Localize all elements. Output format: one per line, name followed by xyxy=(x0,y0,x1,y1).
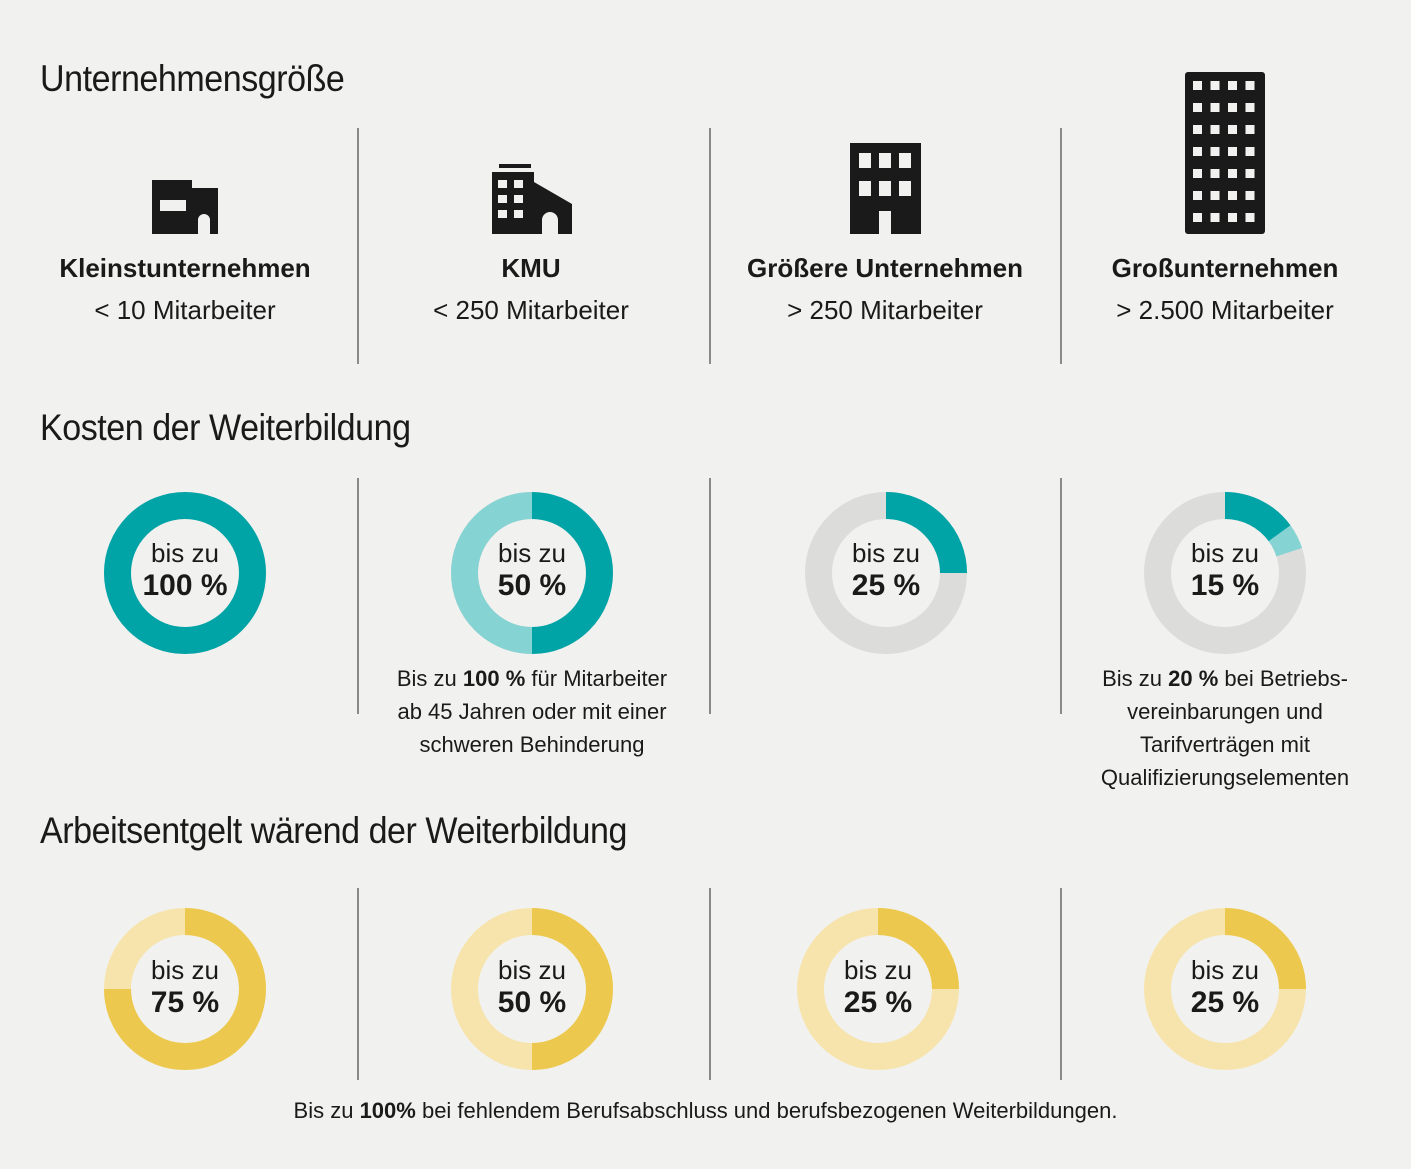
divider xyxy=(709,128,711,364)
wage-donut-chart xyxy=(797,908,959,1070)
donut-value: 25 % xyxy=(843,986,913,1019)
donut-prefix: bis zu xyxy=(1191,538,1259,568)
wage-donut-chart xyxy=(1144,908,1306,1070)
divider xyxy=(709,888,711,1080)
footer-note: Bis zu 100% bei fehlendem Berufsabschlus… xyxy=(0,1098,1411,1124)
section-title-wage: Arbeitsentgelt wärend der Weiterbildung xyxy=(40,810,627,851)
donut-label: bis zu 15 % xyxy=(1144,538,1306,604)
donut-value: 50 % xyxy=(497,569,567,602)
company-name: KMU xyxy=(501,253,561,283)
donut-value: 25 % xyxy=(851,569,921,602)
note-line: vereinbarungen und xyxy=(1127,699,1323,724)
note-bold: 100 % xyxy=(462,666,526,691)
donut-value: 25 % xyxy=(1190,986,1260,1019)
note-line: Tarifverträgen mit xyxy=(1140,732,1310,757)
donut-prefix: bis zu xyxy=(498,955,566,985)
divider xyxy=(357,128,359,364)
donut-prefix: bis zu xyxy=(151,538,219,568)
note-line: Bis zu 100 % für Mitarbeiter xyxy=(362,662,702,695)
company-name: Kleinstunternehmen xyxy=(59,253,311,283)
note-bold: 20 % xyxy=(1168,666,1219,691)
donut-segment-value xyxy=(531,908,613,1070)
cost-note-kmu: Bis zu 100 % für Mitarbeiter ab 45 Jahre… xyxy=(362,662,702,761)
cost-note-gross: Bis zu 20 % bei Betriebs- vereinbarungen… xyxy=(1055,662,1395,794)
skyscraper-icon xyxy=(1185,72,1265,234)
divider xyxy=(709,478,711,714)
section-title-size: Unternehmensgröße xyxy=(40,58,345,99)
company-name: Großunternehmen xyxy=(1111,253,1339,283)
donut-segment-value xyxy=(104,908,266,1070)
donut-prefix: bis zu xyxy=(151,955,219,985)
note-text: Bis zu xyxy=(1102,666,1169,691)
donut-segment-extra xyxy=(451,492,533,654)
donut-value: 100 % xyxy=(142,569,228,602)
cost-donut-chart xyxy=(805,492,967,654)
donut-label: bis zu 50 % xyxy=(451,955,613,1021)
donut-value: 15 % xyxy=(1190,569,1260,602)
donut-label: bis zu 50 % xyxy=(451,538,613,604)
office-building-icon xyxy=(850,143,921,234)
donut-segment-value xyxy=(885,492,967,574)
footer-text: Bis zu xyxy=(293,1098,360,1123)
donut-label: bis zu 25 % xyxy=(797,955,959,1021)
donut-segment-value xyxy=(1224,492,1291,542)
divider xyxy=(357,888,359,1080)
divider xyxy=(1060,128,1062,364)
company-size: < 250 Mitarbeiter xyxy=(433,295,629,325)
note-line: schweren Behinderung xyxy=(419,732,645,757)
donut-segment-value xyxy=(104,492,266,654)
cost-donut-chart xyxy=(104,492,266,654)
cost-donut-chart xyxy=(1144,492,1306,654)
footer-text: bei fehlendem Berufsabschluss und berufs… xyxy=(415,1098,1118,1123)
donut-label: bis zu 75 % xyxy=(104,955,266,1021)
divider xyxy=(1060,888,1062,1080)
note-text: bei Betriebs- xyxy=(1218,666,1348,691)
donut-segment-value xyxy=(1224,908,1306,990)
donut-prefix: bis zu xyxy=(498,538,566,568)
company-size: > 250 Mitarbeiter xyxy=(787,295,983,325)
divider xyxy=(357,478,359,714)
company-size: < 10 Mitarbeiter xyxy=(94,295,276,325)
cost-donut-chart xyxy=(451,492,613,654)
factory-icon xyxy=(492,164,572,234)
donut-prefix: bis zu xyxy=(1191,955,1259,985)
footer-bold: 100% xyxy=(359,1098,416,1123)
wage-donut-chart xyxy=(451,908,613,1070)
donut-value: 75 % xyxy=(150,986,220,1019)
company-size: > 2.500 Mitarbeiter xyxy=(1116,295,1334,325)
donut-segment-extra xyxy=(1268,525,1303,557)
note-line: Bis zu 20 % bei Betriebs- xyxy=(1055,662,1395,695)
wage-donut-chart xyxy=(104,908,266,1070)
note-line: Qualifizierungselementen xyxy=(1100,765,1350,790)
donut-prefix: bis zu xyxy=(852,538,920,568)
note-text: für Mitarbeiter xyxy=(525,666,668,691)
donut-prefix: bis zu xyxy=(844,955,912,985)
divider xyxy=(1060,478,1062,714)
company-name: Größere Unternehmen xyxy=(747,253,1023,283)
note-line: ab 45 Jahren oder mit einer xyxy=(397,699,667,724)
donut-value: 50 % xyxy=(497,986,567,1019)
donut-label: bis zu 25 % xyxy=(1144,955,1306,1021)
donut-segment-value xyxy=(531,492,613,654)
section-title-cost: Kosten der Weiterbildung xyxy=(40,407,411,448)
donut-segment-value xyxy=(877,908,959,990)
note-text: Bis zu xyxy=(396,666,463,691)
donut-label: bis zu 100 % xyxy=(104,538,266,604)
small-building-icon xyxy=(152,180,218,234)
donut-label: bis zu 25 % xyxy=(805,538,967,604)
